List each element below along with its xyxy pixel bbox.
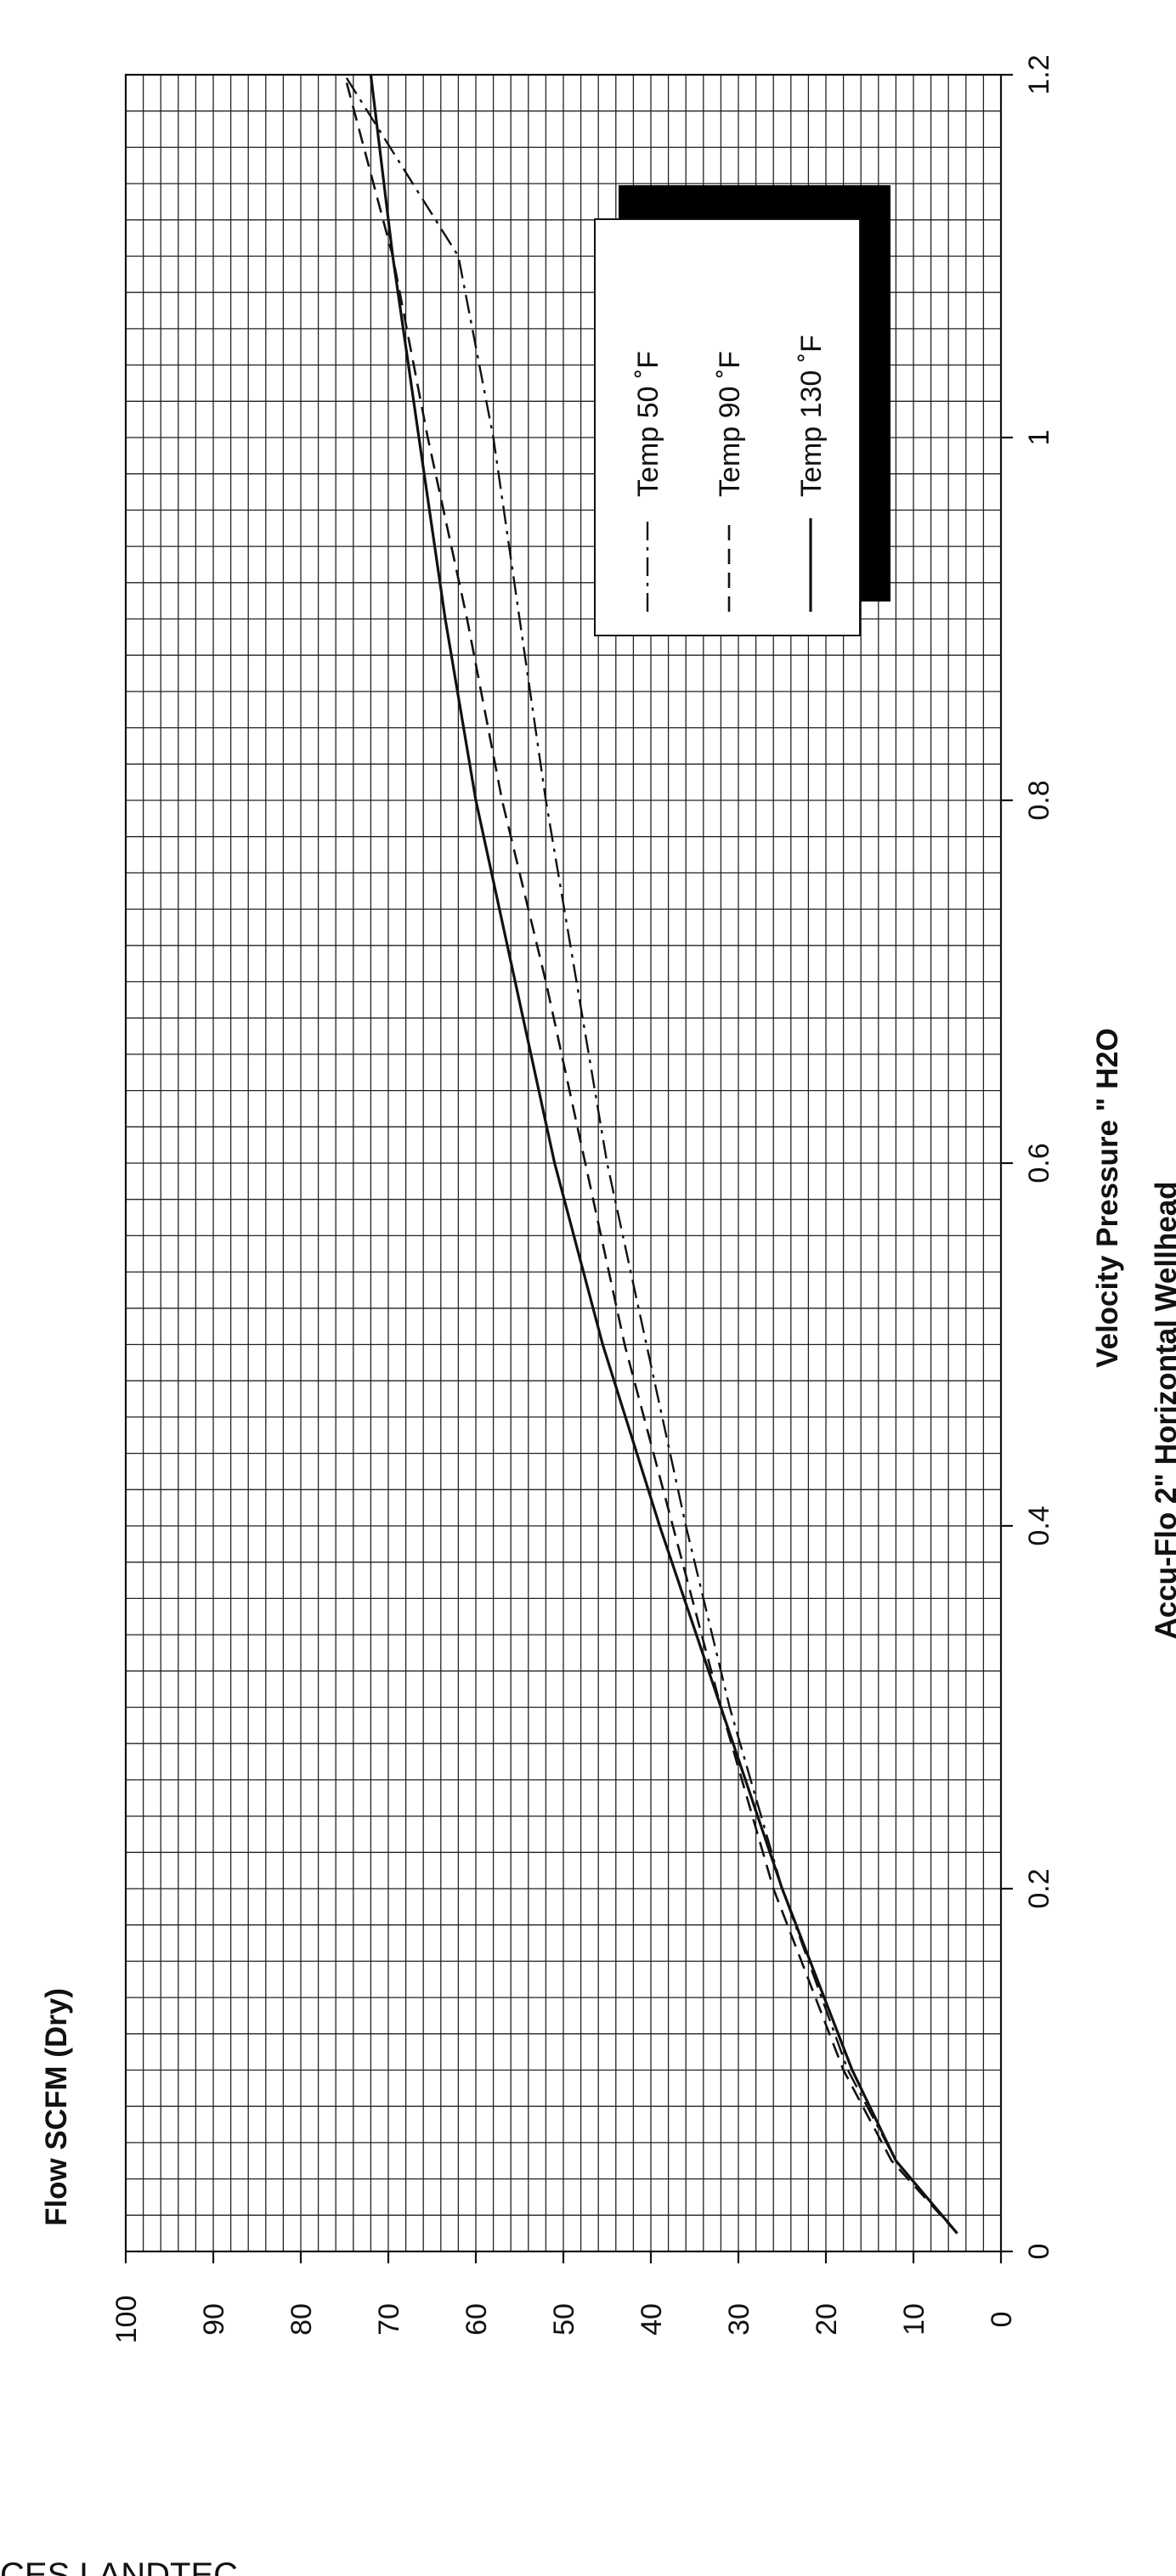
x-tick-label: 1	[1023, 430, 1055, 446]
x-tick-label: 0	[1023, 2244, 1055, 2260]
y-tick-label: 30	[723, 2303, 755, 2336]
y-tick-label: 100	[110, 2296, 143, 2344]
y-tick-label: 80	[286, 2303, 318, 2336]
legend-label-2: Temp 90 ˚F	[714, 351, 746, 497]
series-line-2	[343, 74, 958, 2234]
y-tick-label: 40	[636, 2303, 668, 2336]
y-tick-label: 20	[811, 2303, 843, 2336]
axes: 0 10 20 30 40 50 60 70 80 90 100 0 0.2 0.4 0.6 0.8 1 1.2	[110, 54, 1055, 2343]
series-lines	[343, 74, 958, 2234]
legend-label-1: Temp 50 ˚F	[632, 351, 664, 497]
y-tick-label: 10	[898, 2303, 930, 2336]
chart-title: Accu-Flo 2" Horizontal Wellhead	[1150, 1181, 1176, 1639]
y-tick-label: 90	[198, 2303, 230, 2336]
x-axis-title: Velocity Pressure " H2O	[1091, 1028, 1124, 1368]
x-tick-label: 1.2	[1023, 54, 1055, 94]
series-line-3	[369, 74, 958, 2234]
x-tick-label: 0.2	[1023, 1868, 1055, 1908]
y-tick-label: 0	[986, 2312, 1018, 2328]
series-line-1	[343, 74, 958, 2234]
y-axis-title: Flow SCFM (Dry)	[40, 1988, 73, 2226]
y-tick-label: 60	[461, 2303, 493, 2336]
x-tick-label: 0.8	[1023, 780, 1055, 820]
footer-text: CES LANDTEC	[0, 2556, 238, 2576]
x-tick-label: 0.6	[1023, 1143, 1055, 1183]
y-tick-label: 50	[548, 2303, 580, 2336]
legend: Temp 50 ˚F Temp 90 ˚F Temp 130 ˚F	[594, 185, 890, 636]
legend-label-3: Temp 130 ˚F	[795, 335, 828, 497]
x-tick-label: 0.4	[1023, 1505, 1055, 1545]
legend-box	[594, 218, 861, 636]
y-tick-label: 70	[373, 2303, 405, 2336]
